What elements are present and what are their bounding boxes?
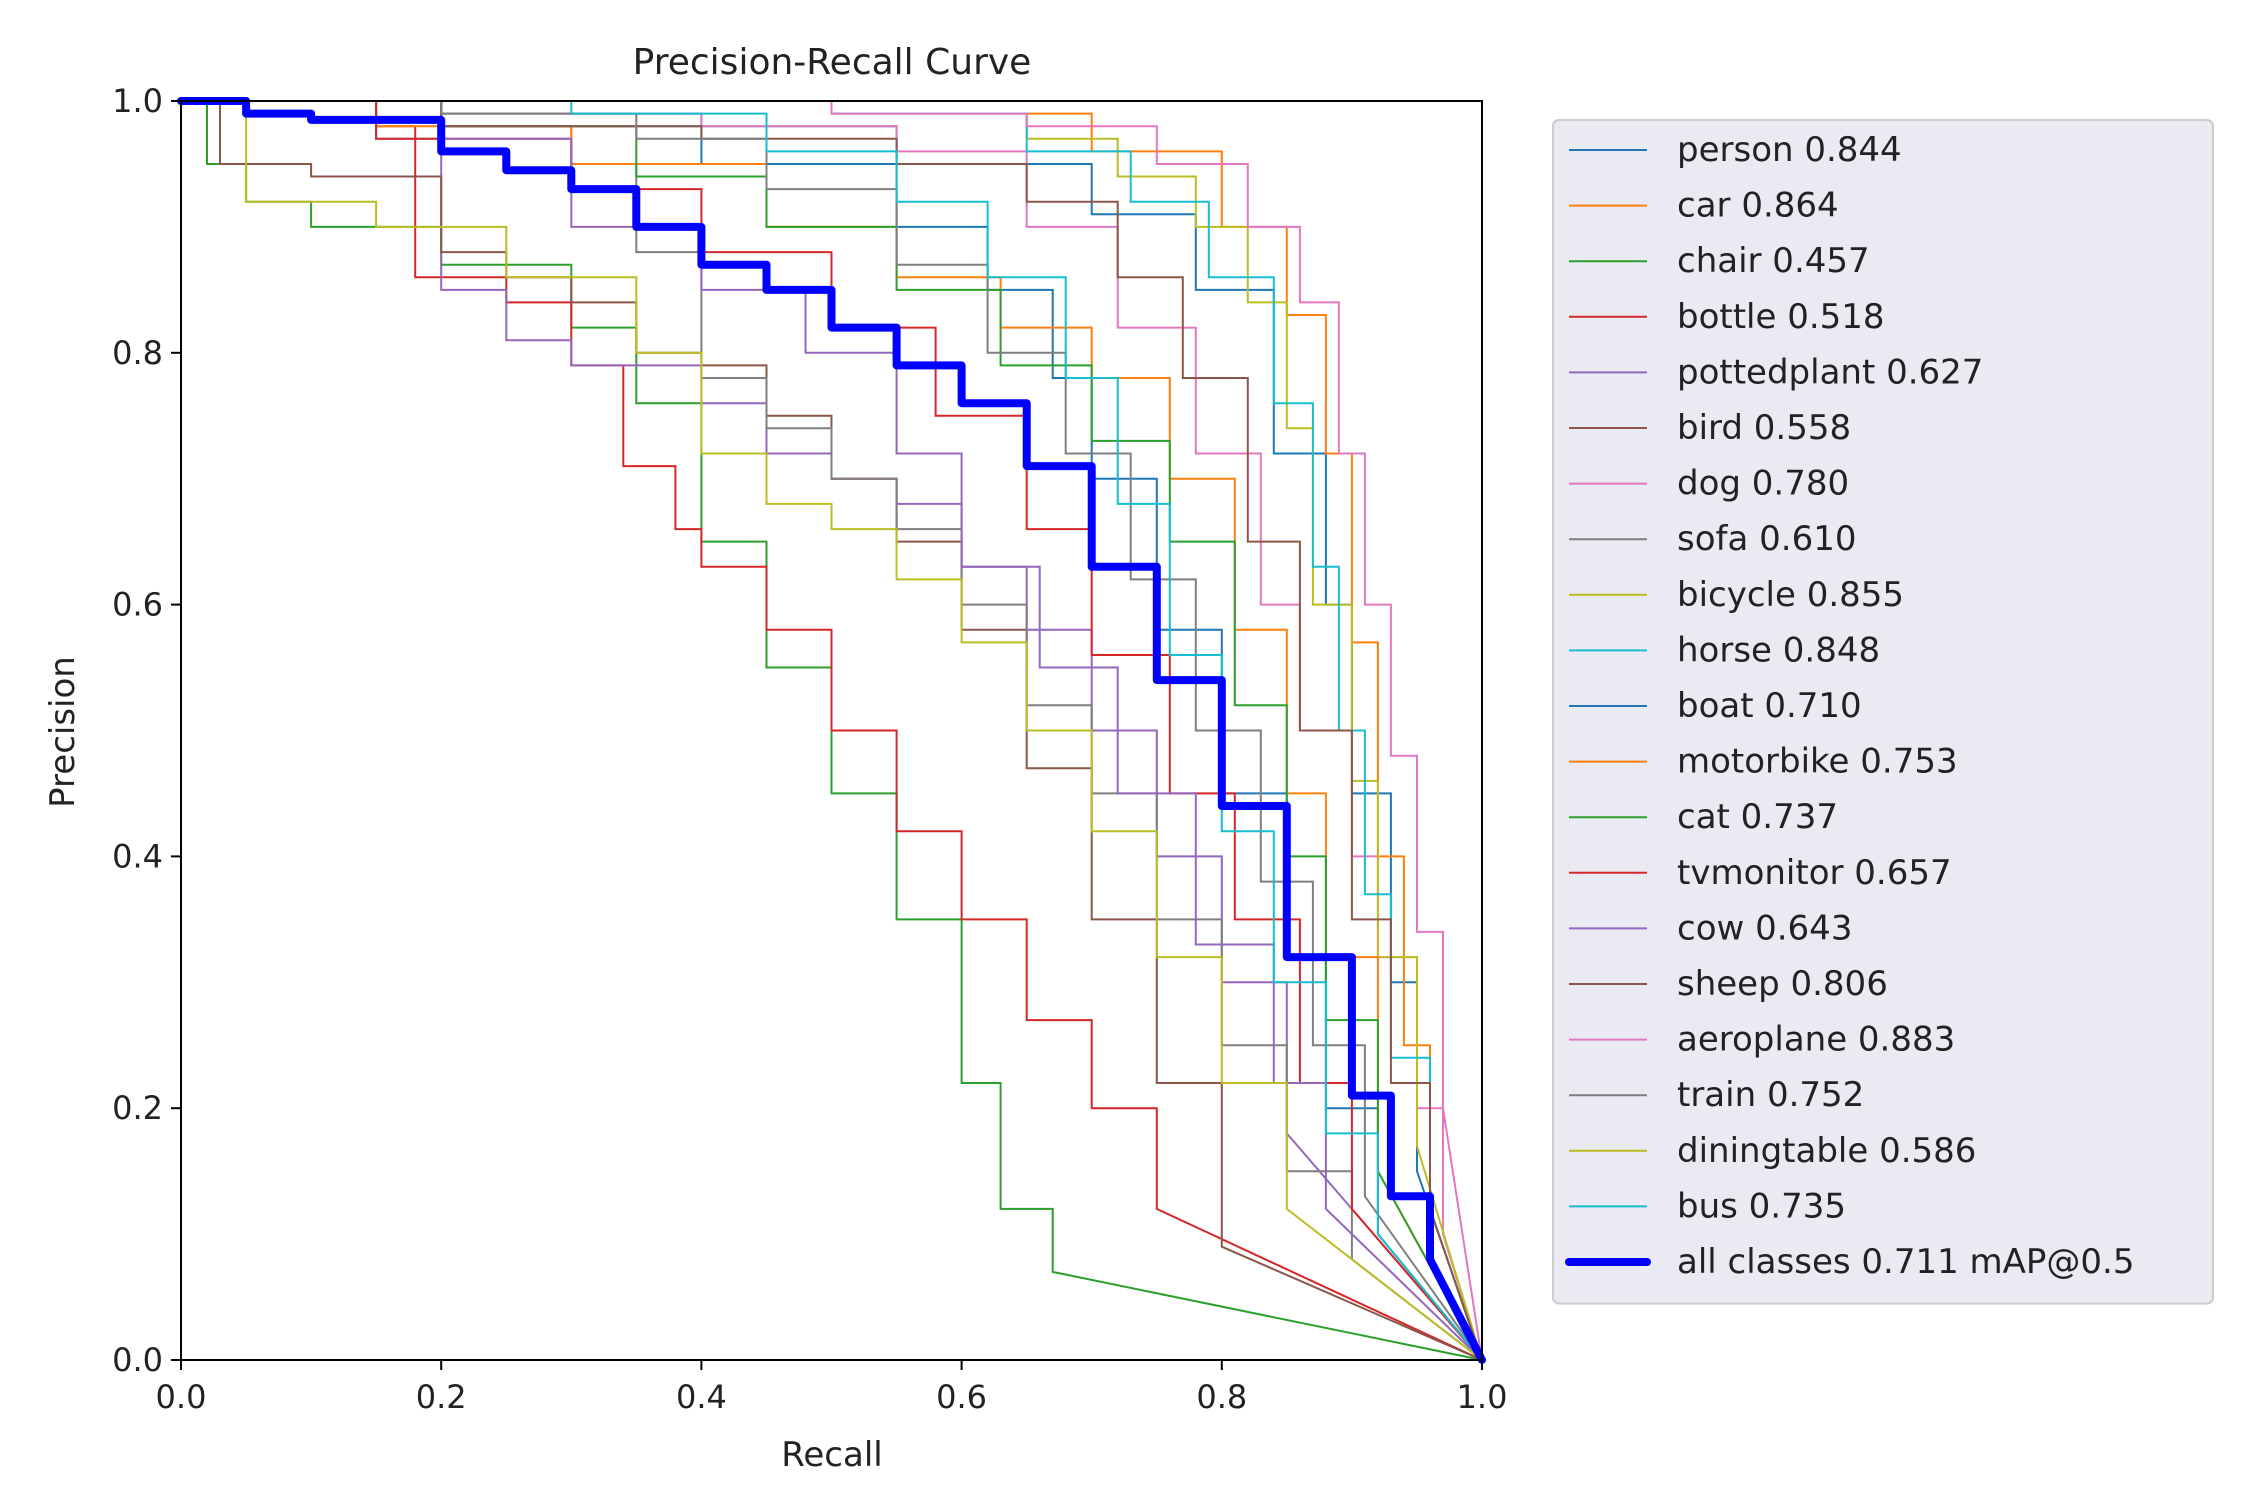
series-line <box>181 100 1483 1361</box>
legend-label: all classes 0.711 mAP@0.5 <box>1677 1242 2134 1282</box>
legend-label: car 0.864 <box>1677 186 1839 226</box>
legend-label: bird 0.558 <box>1677 408 1851 448</box>
legend-label: tvmonitor 0.657 <box>1677 853 1952 893</box>
chart-title: Precision-Recall Curve <box>633 42 1032 83</box>
legend-label: chair 0.457 <box>1677 241 1870 281</box>
legend-label: aeroplane 0.883 <box>1677 1020 1955 1060</box>
y-axis: 0.0 0.2 0.4 0.6 0.8 1.0 <box>112 82 181 1379</box>
y-tick-label: 1.0 <box>112 82 163 120</box>
x-tick-label: 0.8 <box>1196 1378 1247 1416</box>
series-line <box>181 100 1483 1361</box>
y-tick-label: 0.0 <box>112 1341 163 1379</box>
legend-label: pottedplant 0.627 <box>1677 352 1983 392</box>
plot-area <box>177 97 1486 1364</box>
legend-label: sheep 0.806 <box>1677 964 1888 1004</box>
x-tick-label: 0.4 <box>676 1378 727 1416</box>
x-axis: 0.0 0.2 0.4 0.6 0.8 1.0 <box>156 1360 1508 1416</box>
x-tick-label: 0.0 <box>156 1378 207 1416</box>
x-tick-label: 1.0 <box>1457 1378 1508 1416</box>
y-axis-label: Precision <box>43 656 83 808</box>
legend-label: cat 0.737 <box>1677 797 1838 837</box>
legend-label: cow 0.643 <box>1677 908 1852 948</box>
legend: person 0.844 car 0.864 chair 0.457 bottle 0… <box>1552 119 2214 1305</box>
x-tick-label: 0.6 <box>936 1378 987 1416</box>
series-line <box>181 100 1483 1361</box>
legend-label: train 0.752 <box>1677 1075 1864 1115</box>
legend-label: boat 0.710 <box>1677 686 1862 726</box>
legend-label: horse 0.848 <box>1677 630 1880 670</box>
legend-box <box>1552 119 2214 1305</box>
series-line <box>181 100 1483 1361</box>
legend-label: dog 0.780 <box>1677 464 1849 504</box>
y-tick-label: 0.4 <box>112 837 163 875</box>
legend-label: motorbike 0.753 <box>1677 742 1958 782</box>
series-line <box>181 100 1483 1361</box>
y-tick-label: 0.6 <box>112 586 163 624</box>
series-line <box>181 100 1483 1361</box>
legend-label: bus 0.735 <box>1677 1186 1846 1226</box>
y-tick-label: 0.8 <box>112 334 163 372</box>
legend-label: person 0.844 <box>1677 130 1902 170</box>
legend-label: bottle 0.518 <box>1677 297 1885 337</box>
y-tick-label: 0.2 <box>112 1089 163 1127</box>
aggregate-series-line <box>177 97 1486 1364</box>
legend-label: diningtable 0.586 <box>1677 1131 1976 1171</box>
legend-label: bicycle 0.855 <box>1677 575 1904 615</box>
x-axis-label: Recall <box>781 1435 882 1475</box>
plot-frame <box>180 100 1483 1361</box>
legend-label: sofa 0.610 <box>1677 519 1856 559</box>
x-tick-label: 0.2 <box>416 1378 467 1416</box>
series-line <box>181 100 1483 1361</box>
